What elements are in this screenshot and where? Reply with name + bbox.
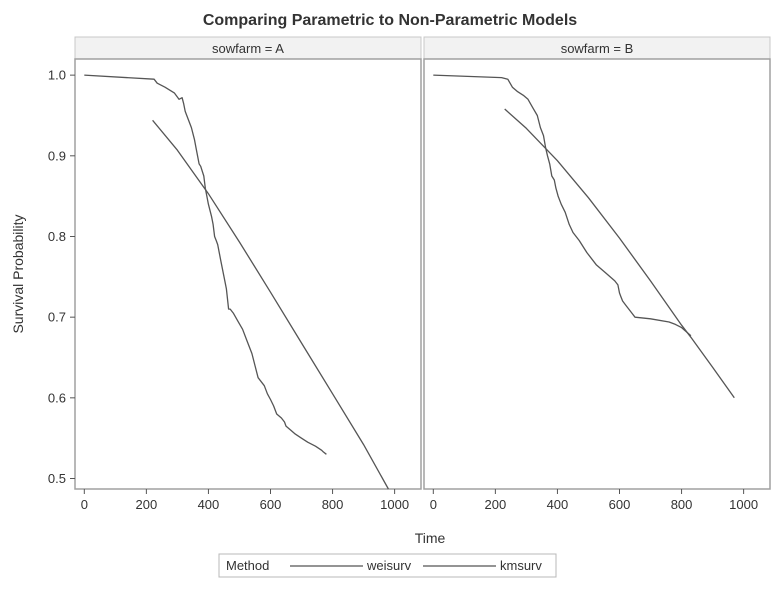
panel-b-x-tick-label: 1000 (729, 497, 758, 512)
panel-b-frame (423, 58, 771, 490)
panel-a-x-axis: 0 200 400 600 800 1000 (81, 489, 409, 512)
legend: Method weisurv kmsurv (218, 553, 557, 578)
panel-a-lines (84, 74, 389, 490)
panel-b-x-tick-label: 0 (430, 497, 437, 512)
legend-label-kmsurv: kmsurv (500, 558, 542, 573)
panel-a-x-tick-label: 400 (198, 497, 220, 512)
panel-b-x-tick-label: 800 (671, 497, 693, 512)
panel-a-x-tick-label: 600 (260, 497, 282, 512)
y-axis-label: Survival Probability (10, 214, 26, 333)
panel-b-lines (433, 74, 735, 399)
panel-b-x-tick-label: 400 (547, 497, 569, 512)
panel-a-x-tick-label: 200 (136, 497, 158, 512)
chart-title: Comparing Parametric to Non-Parametric M… (203, 12, 577, 29)
panel-a-series-weisurv (152, 119, 389, 490)
y-tick-label: 0.5 (48, 471, 66, 486)
panel-b-strip-label: sowfarm = B (561, 41, 634, 56)
y-tick-label: 1.0 (48, 68, 66, 83)
panel-a-x-tick-label: 1000 (380, 497, 409, 512)
panel-b-x-tick-label: 600 (609, 497, 631, 512)
x-axis-label: Time (415, 530, 446, 546)
y-axis: 0.5 0.6 0.7 0.8 0.9 1.0 (48, 68, 75, 486)
y-tick-label: 0.8 (48, 229, 66, 244)
legend-title: Method (226, 558, 269, 573)
panel-b-series-weisurv (504, 108, 735, 399)
panel-a-strip-label: sowfarm = A (212, 41, 284, 56)
panel-a-x-tick-label: 0 (81, 497, 88, 512)
y-tick-label: 0.7 (48, 310, 66, 325)
panel-b-x-axis: 0 200 400 600 800 1000 (430, 489, 758, 512)
panel-b-series-kmsurv (433, 74, 692, 337)
legend-label-weisurv: weisurv (366, 558, 412, 573)
panel-a-x-tick-label: 800 (322, 497, 344, 512)
panel-a: sowfarm = A 0 200 400 600 800 1000 (74, 36, 422, 512)
legend-box (218, 553, 557, 578)
panel-a-series-kmsurv (84, 74, 327, 455)
panel-a-frame (74, 58, 422, 490)
panel-b-x-tick-label: 200 (485, 497, 507, 512)
y-tick-label: 0.9 (48, 148, 66, 163)
y-tick-label: 0.6 (48, 390, 66, 405)
panel-b: sowfarm = B 0 200 400 600 800 1000 (423, 36, 771, 512)
